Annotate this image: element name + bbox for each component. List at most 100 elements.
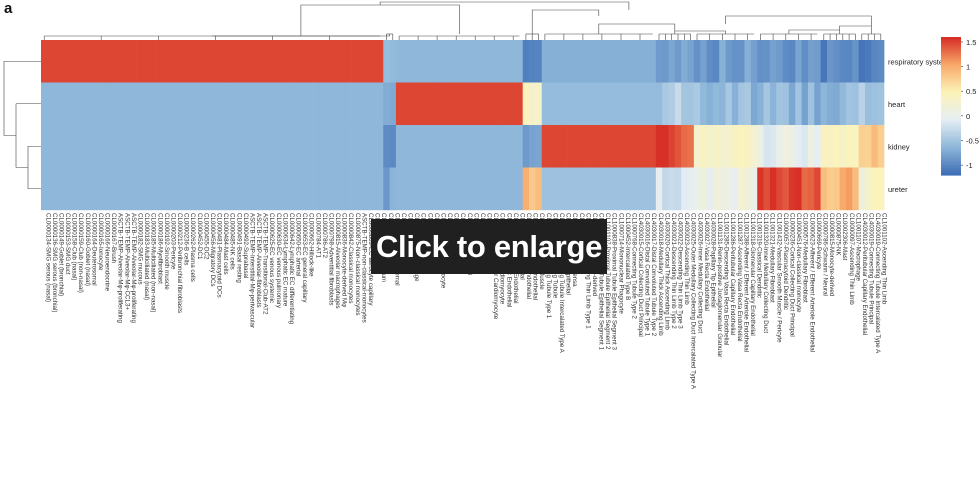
heatmap-cell: [788, 125, 796, 168]
heatmap-cell: [484, 125, 492, 168]
heatmap-cell: [719, 125, 726, 168]
heatmap-cell: [427, 167, 435, 211]
column-label: CL0000491-Basal resting: [235, 213, 242, 283]
heatmap-cell: [579, 82, 587, 126]
heatmap-cell: [624, 125, 631, 168]
heatmap-cell: [167, 167, 175, 211]
heatmap-cell: [516, 167, 524, 211]
heatmap-cell: [712, 125, 720, 168]
heatmap-cell: [414, 125, 422, 168]
heatmap-cell: [839, 82, 847, 126]
heatmap-cell: [91, 82, 99, 126]
heatmap-cell: [788, 82, 796, 126]
heatmap-cell: [123, 125, 131, 168]
heatmap-cell: [643, 82, 650, 126]
colorbar-segment: [941, 60, 961, 63]
heatmap-cell: [41, 125, 48, 168]
heatmap-cell: [364, 82, 371, 126]
column-label: CL0000164-Deuterosomal: [90, 213, 97, 286]
heatmap-cell: [636, 167, 644, 211]
colorbar-segment: [941, 117, 961, 121]
heatmap-cell: [763, 167, 771, 211]
heatmap-cell: [522, 125, 530, 168]
heatmap-cell: [440, 82, 448, 126]
heatmap-cell: [218, 125, 226, 168]
heatmap-cell: [237, 40, 245, 83]
heatmap-cell: [123, 82, 131, 126]
heatmap-cell: [877, 82, 885, 126]
column-label: CL4030017-Distal Convoluted Tubule Type …: [650, 213, 657, 337]
column-label: CL0000236-Cortical Collecting Duct Princ…: [789, 213, 796, 337]
heatmap-cell: [522, 40, 530, 83]
colorbar-tick-label: 0.5: [966, 87, 976, 96]
heatmap-cell: [643, 125, 650, 168]
heatmap-cell: [446, 125, 454, 168]
heatmap-cell: [655, 125, 663, 168]
column-label: CL1001286-Peritubular Capillary Endothel…: [729, 213, 736, 335]
column-label: CL4030016-Distal Convoluted Tubule Type …: [644, 213, 651, 337]
heatmap-cell: [104, 167, 112, 211]
heatmap-cell: [573, 125, 581, 168]
click-to-enlarge-button[interactable]: Click to enlarge: [371, 219, 607, 274]
column-label: CL4030012-Peritubular Capillary Endothel…: [861, 213, 868, 335]
heatmap-cell: [60, 40, 67, 83]
column-label: CL1001319-Classical Dendritic: [756, 213, 763, 298]
heatmap-cell: [294, 125, 302, 168]
heatmap-cell: [871, 167, 879, 211]
heatmap-cell: [224, 82, 232, 126]
heatmap-cell: [72, 167, 80, 211]
colorbar-segment: [941, 85, 961, 89]
column-label: CL0000669-Pericyte: [815, 213, 822, 270]
heatmap-cell: [864, 167, 872, 211]
column-label: CL0000842-Classical monocytes: [347, 213, 354, 303]
heatmap-cell: [433, 40, 441, 83]
column-label: CL0000183-Multiciliated (nasal): [143, 213, 150, 300]
colorbar-segment: [941, 43, 961, 47]
heatmap-cell: [731, 40, 739, 83]
colorbar-segment: [941, 138, 961, 142]
heatmap-cell: [326, 40, 333, 83]
colorbar-segment: [941, 108, 961, 112]
heatmap-cell: [421, 40, 428, 83]
heatmap-cell: [503, 40, 511, 83]
heatmap-cell: [864, 125, 872, 168]
heatmap-cell: [231, 40, 238, 83]
heatmap-cell: [427, 40, 435, 83]
heatmap-cell: [79, 40, 86, 83]
heatmap-cell: [98, 125, 105, 168]
column-label: CL4030026-Inner Medullary Collecting Duc…: [696, 213, 703, 333]
heatmap-cell: [269, 82, 276, 126]
colorbar-segment: [941, 131, 961, 135]
heatmap-cell: [250, 82, 257, 126]
heatmap-cell: [281, 82, 289, 126]
heatmap-cell: [636, 82, 644, 126]
heatmap-cell: [452, 40, 460, 83]
heatmap-cell: [205, 167, 213, 211]
heatmap-cell: [275, 40, 283, 83]
heatmap-cell: [624, 167, 631, 211]
heatmap-cell: [218, 82, 226, 126]
heatmap-cell: [174, 40, 181, 83]
heatmap-cell: [307, 40, 314, 83]
heatmap-cell: [624, 82, 631, 126]
column-label: ASCTB-TEMP-Alveolar-Mφ-proliferating: [130, 213, 137, 323]
heatmap-cell: [294, 40, 302, 83]
column-label: CL0000097-Ascending Thin Limb: [848, 213, 855, 305]
heatmap-cell: [262, 125, 270, 168]
heatmap-cell: [370, 82, 378, 126]
heatmap-cell: [472, 125, 479, 168]
heatmap-cell: [598, 82, 606, 126]
heatmap-cell: [484, 82, 492, 126]
heatmap-cell: [60, 167, 67, 211]
column-label: CL0000165-Ionocyte: [97, 213, 104, 271]
colorbar-segment: [941, 168, 961, 171]
heatmap-cell: [364, 40, 371, 83]
heatmap-cell: [782, 82, 790, 126]
heatmap-cell: [104, 125, 112, 168]
heatmap-cell: [319, 40, 327, 83]
colorbar-segment: [941, 89, 961, 93]
heatmap-cell: [757, 82, 764, 126]
colorbar-tick-label: 1: [966, 63, 970, 72]
colorbar-segment: [941, 106, 961, 109]
heatmap-cell: [231, 125, 238, 168]
